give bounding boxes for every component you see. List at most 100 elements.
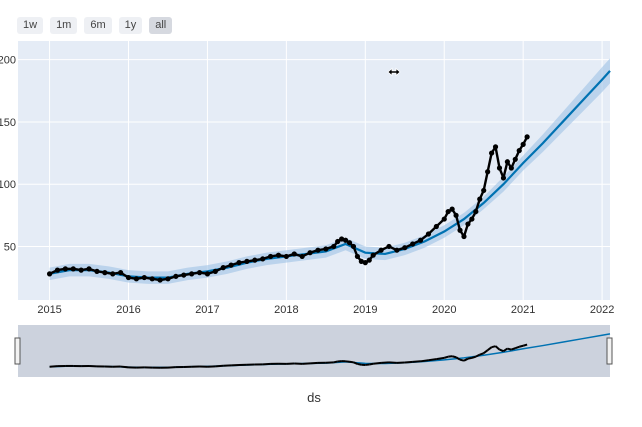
observed-trace-segment (388, 245, 398, 252)
x-tick-label: 2020 (432, 304, 456, 316)
x-tick-label: 2022 (590, 304, 614, 316)
range-slider-mini-segment (499, 348, 504, 353)
range-slider-mini-segment (479, 352, 485, 356)
range-slider-right-handle[interactable] (606, 337, 613, 365)
range-button-1w[interactable]: 1w (17, 17, 44, 34)
observed-trace-segment (462, 223, 470, 237)
observed-trace-segment (478, 189, 485, 200)
observed-trace-segment (144, 276, 153, 281)
x-axis-ticks: 2015 2016 2017 2018 2019 2020 2021 2022 (37, 304, 614, 316)
range-slider-mini-segment (491, 345, 496, 349)
observed-trace-segment (470, 211, 477, 220)
observed-trace-segment (191, 271, 200, 276)
observed-trace-segment (451, 208, 458, 216)
range-slider-track[interactable] (18, 325, 610, 377)
observed-trace-segment (309, 249, 319, 254)
observed-trace-segment (73, 267, 82, 272)
resize-cursor-icon (387, 67, 401, 77)
observed-trace-segment (510, 158, 517, 169)
range-button-all[interactable]: all (149, 17, 173, 34)
observed-trace-segment (502, 161, 509, 179)
observed-trace-segment (356, 255, 363, 263)
range-slider-mini-segment (463, 357, 469, 362)
observed-trace-segment (352, 246, 359, 257)
range-slider-mini-segment (443, 355, 449, 359)
observed-trace-segment (49, 269, 58, 275)
observed-trace-segment (80, 267, 90, 272)
observed-trace-segment (360, 260, 366, 264)
y-tick-label: 50 (4, 241, 16, 253)
range-button-1m[interactable]: 1m (50, 17, 78, 34)
range-slider-mini-segment (487, 346, 493, 351)
observed-trace-segment (474, 198, 481, 212)
observed-trace-segment (175, 273, 184, 278)
observed-trace-segment (325, 245, 335, 251)
observed-trace-segment (404, 242, 414, 249)
range-slider-mini-segment (451, 355, 457, 359)
observed-trace-segment (246, 258, 255, 263)
range-slider-mini-segment (455, 356, 461, 361)
range-button-1y[interactable]: 1y (118, 17, 143, 34)
x-tick-label: 2015 (37, 304, 61, 316)
observed-trace-segment (372, 249, 382, 257)
range-slider-mini-segment (349, 360, 354, 364)
observed-trace-segment (104, 271, 113, 276)
observed-trace-segment (301, 251, 311, 258)
range-slider[interactable] (14, 325, 613, 377)
x-tick-label: 2017 (195, 304, 219, 316)
observed-trace-segment (88, 267, 98, 273)
observed-trace-segment (341, 237, 346, 242)
observed-trace-segment (96, 270, 106, 274)
range-slider-mini-segment (514, 345, 520, 350)
observed-trace-segment (207, 270, 216, 275)
observed-trace-segment (293, 252, 303, 258)
range-slider-mini-segment (49, 365, 58, 368)
observed-trace-segment (278, 253, 287, 258)
observed-trace-segment (151, 277, 161, 282)
observed-trace-segment (286, 252, 295, 258)
y-axis-ticks: 50 100 150 200 (0, 55, 16, 254)
observed-trace-segment (348, 241, 355, 248)
observed-trace-segment (482, 171, 489, 191)
observed-trace-segment (136, 276, 145, 281)
observed-trace-segment (396, 246, 406, 252)
range-slider-mini-segment (475, 353, 481, 358)
observed-trace-segment (332, 240, 339, 248)
observed-trace-segment (119, 271, 130, 279)
observed-trace-segment (344, 239, 351, 244)
observed-trace-segment (167, 275, 177, 280)
range-slider-mini-segment (522, 343, 528, 347)
range-selector: 1w 1m 6m 1y all (17, 17, 173, 34)
range-slider-mini-segment (302, 362, 311, 365)
x-tick-label: 2018 (274, 304, 298, 316)
observed-trace-segment (317, 247, 327, 252)
observed-trace-segment (454, 215, 462, 231)
observed-trace-segment (427, 225, 438, 235)
range-slider-mini-segment (467, 356, 473, 360)
observed-trace-segment (199, 271, 208, 276)
observed-trace-segment (514, 150, 521, 160)
observed-trace-segment (419, 233, 430, 242)
observed-trace-segment (230, 261, 240, 267)
range-slider-mini-segment (412, 360, 421, 363)
range-slider-left-handle[interactable] (14, 337, 21, 365)
observed-trace-segment (412, 239, 422, 246)
observed-trace-segment (270, 253, 279, 258)
range-slider-mini-segment (369, 362, 374, 366)
observed-trace-segment (57, 267, 66, 272)
range-slider-mini-segment (357, 362, 362, 366)
observed-trace-segment (337, 237, 343, 243)
range-slider-mini-segment (471, 355, 477, 359)
observed-trace-segment (159, 277, 169, 282)
observed-trace-segment (254, 257, 263, 262)
x-tick-label: 2019 (353, 304, 377, 316)
y-tick-label: 100 (0, 179, 16, 191)
range-slider-mini-segment (459, 358, 465, 362)
observed-points (46, 134, 530, 283)
observed-trace-segment (466, 218, 473, 225)
observed-trace-segment (518, 143, 525, 152)
range-button-6m[interactable]: 6m (84, 17, 112, 34)
range-slider-mini-segment (483, 349, 489, 355)
range-slider-mini-segment (120, 365, 129, 369)
